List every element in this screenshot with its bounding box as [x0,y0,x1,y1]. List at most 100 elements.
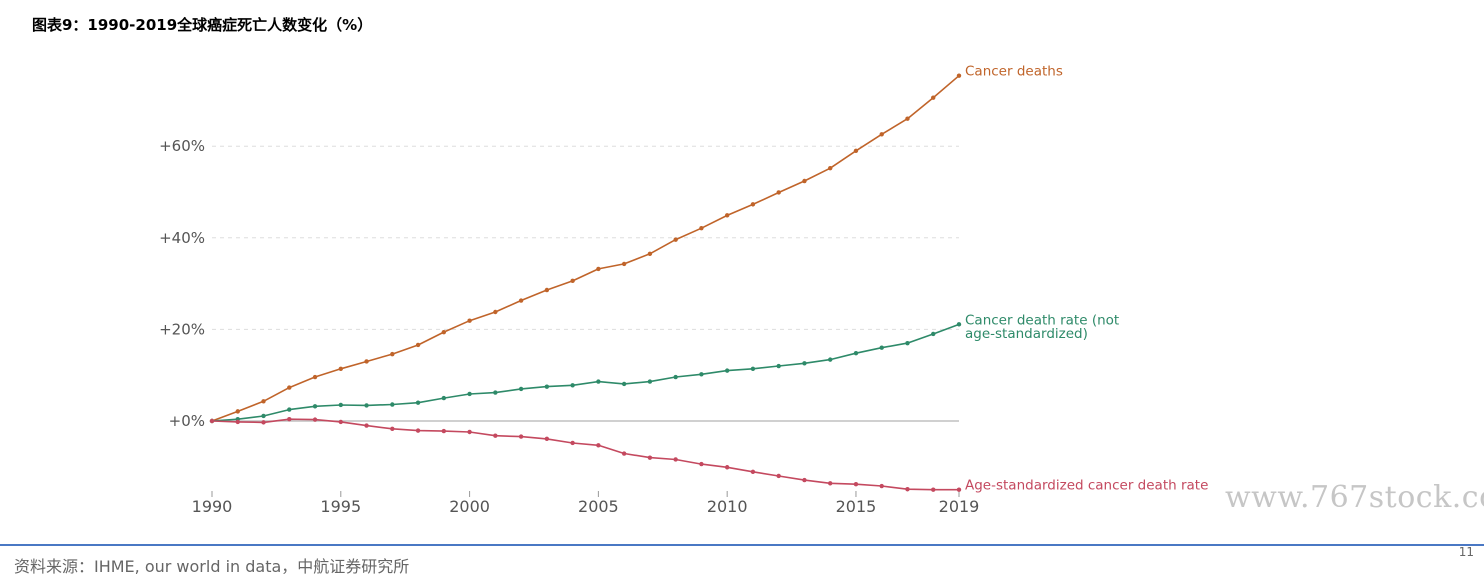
data-point [879,132,884,137]
data-point [261,399,266,404]
x-tick-label: 2010 [707,497,748,516]
data-point [853,351,859,356]
data-point [828,165,833,171]
axis-layer: +0% +20% +40% +60% 1990 1995 2000 2005 2010 2015 2… [159,137,979,516]
data-point [750,366,756,371]
data-point [853,482,859,487]
source-note: 资料来源：IHME, our world in data，中航证券研究所 [14,557,410,576]
data-point [287,385,292,390]
data-point [724,368,730,373]
data-point [570,278,575,284]
data-point [724,213,730,218]
data-point [931,95,936,100]
data-point [441,428,447,434]
data-point [853,148,859,153]
data-point [596,443,601,448]
data-point [415,400,421,405]
watermark: www.767stock.com [1225,480,1484,515]
data-point [699,461,704,467]
data-point [647,251,653,257]
data-point [441,395,447,401]
data-point [518,298,524,303]
data-point [621,381,627,387]
data-point [647,455,653,460]
data-point [596,266,601,272]
data-point [364,423,369,428]
data-point [879,483,884,489]
data-point [544,287,550,293]
label-layer: Cancer deaths Cancer death rate (not age-s… [965,64,1208,494]
data-point [518,434,524,439]
data-point [338,419,343,425]
data-point [570,440,575,446]
data-point [364,403,369,408]
series-layer [209,73,962,492]
data-point [802,361,807,366]
data-point [956,322,962,327]
data-point [802,477,807,483]
data-point [287,416,292,422]
data-point [390,426,395,431]
data-point [699,372,704,377]
footer-divider [0,544,1484,546]
data-point [518,386,524,392]
data-point [390,402,395,407]
data-point [415,342,421,348]
data-point [699,225,704,231]
grid-layer [212,145,959,422]
data-point [931,487,936,492]
data-point [621,261,627,267]
data-point [647,379,653,384]
data-point [467,391,472,397]
data-point [776,190,781,195]
data-point [750,469,756,475]
data-point [415,428,421,433]
data-point [493,433,498,438]
data-point [261,420,266,425]
data-point [493,390,498,395]
x-tick-label: 1995 [320,497,361,516]
data-point [931,331,936,337]
data-point [905,116,910,121]
data-point [312,404,318,409]
figure-title: 图表9：1990-2019全球癌症死亡人数变化（%） [32,16,373,34]
data-point [544,384,550,389]
series-line-1 [211,323,960,422]
data-point [596,379,601,384]
data-point [338,402,343,408]
data-point [261,413,266,419]
data-point [776,473,781,479]
data-point [312,417,318,422]
data-point [235,419,240,425]
x-tick-label: 2005 [578,497,619,516]
data-point [828,481,833,486]
series-label-1: Cancer death rate (not age-standardized) [965,312,1119,342]
y-tick-label: +40% [159,229,205,247]
data-point [235,409,240,414]
line-chart: +0% +20% +40% +60% 1990 1995 2000 2005 2010 2015 2… [159,64,1208,516]
series-label-0: Cancer deaths [965,64,1063,80]
x-tick-label: 1990 [192,497,233,516]
data-point [776,363,781,369]
data-point [287,407,292,412]
data-point [390,351,395,357]
data-point [879,345,884,350]
data-point [209,418,215,424]
data-point [338,366,343,371]
x-tick-label: 2015 [836,497,877,516]
data-point [905,340,910,346]
data-point [724,465,730,470]
data-point [441,329,447,335]
data-point [570,383,575,388]
y-tick-label: +20% [159,320,205,338]
data-point [673,237,678,242]
data-point [750,202,756,207]
data-point [493,309,498,315]
series-line-0 [211,75,960,422]
data-point [544,436,550,442]
data-point [905,487,910,492]
series-line-2 [211,418,959,491]
data-point [312,374,318,380]
data-point [956,487,962,492]
data-point [467,429,472,435]
